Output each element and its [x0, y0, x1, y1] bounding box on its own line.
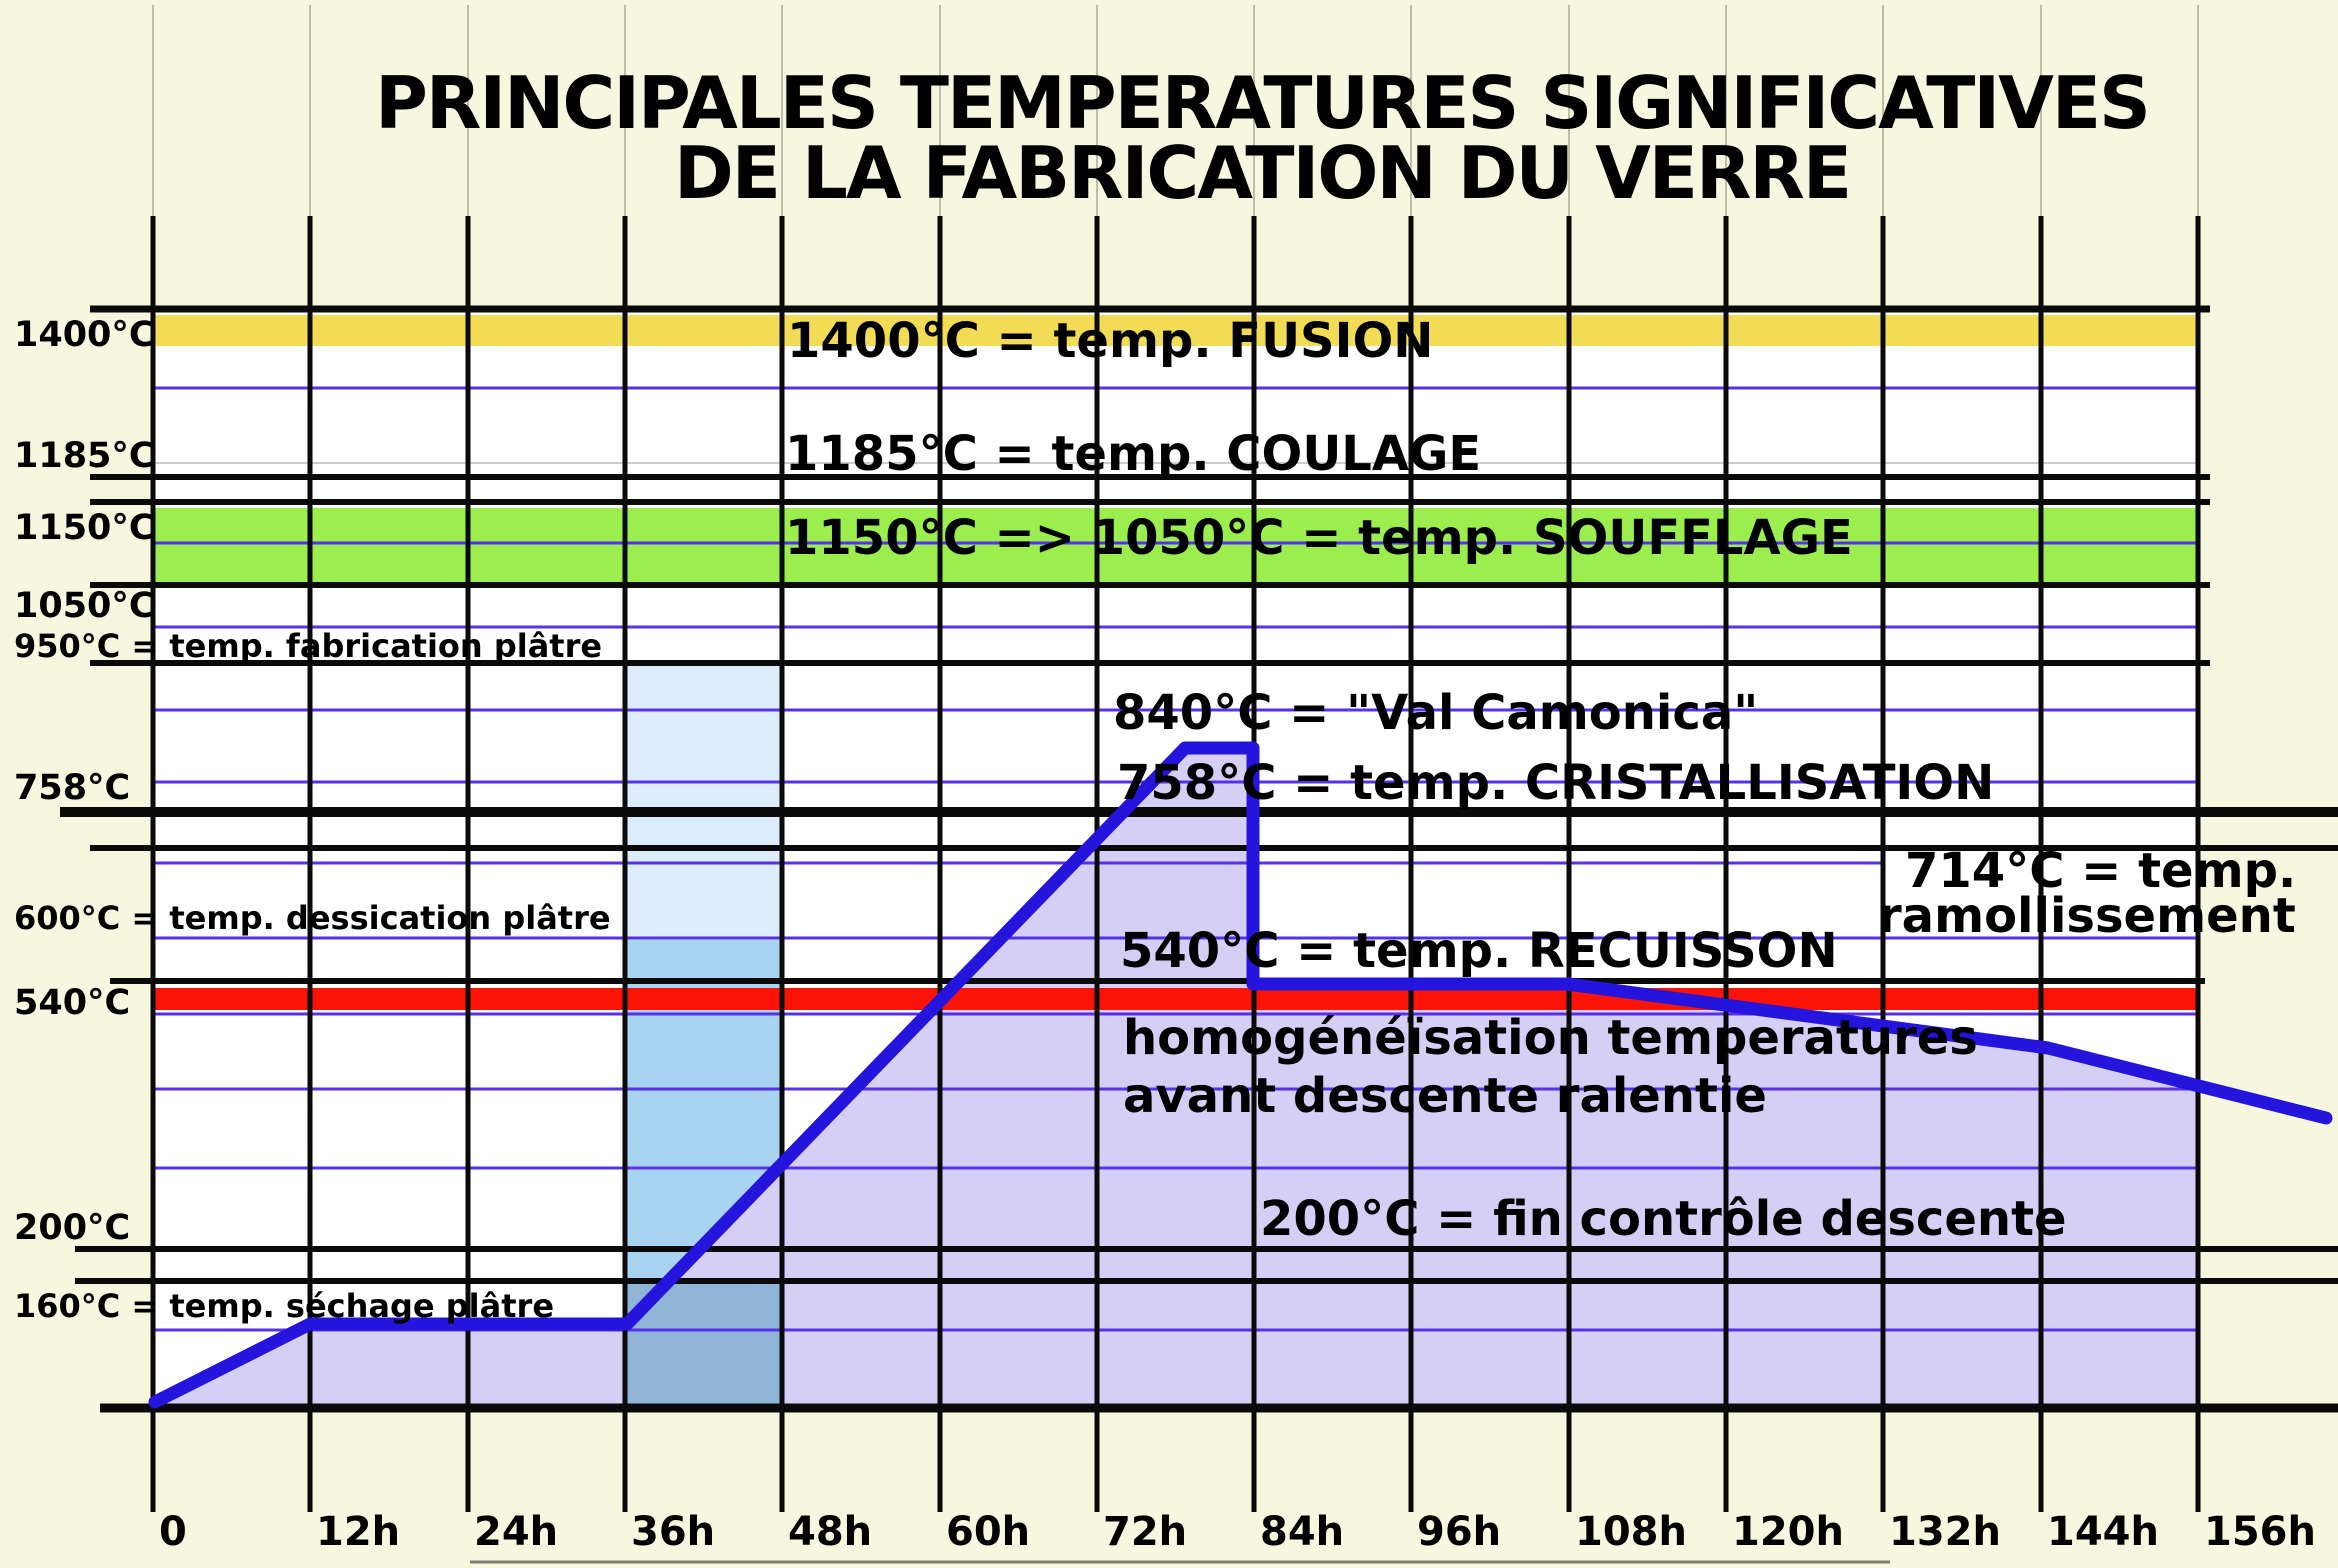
x-tick-108h: 108h — [1575, 1509, 1687, 1555]
annotation-fusion: 1400°C = temp. FUSION — [787, 313, 1433, 369]
x-tick-120h: 120h — [1732, 1509, 1844, 1555]
annotation-soufflage: 1150°C => 1050°C = temp. SOUFFLAGE — [785, 510, 1853, 566]
y-axis-label-1400: 1400°C — [14, 315, 155, 355]
curve-area-fill — [155, 750, 2198, 1408]
y-axis-label-1185: 1185°C — [14, 436, 155, 476]
annotation-ramollissement-line1: 714°C = temp. — [1905, 843, 2296, 899]
black-gridlines — [60, 305, 2338, 1564]
annotation-platre-sechage: 160°C = temp. séchage plâtre — [14, 1287, 554, 1325]
y-axis-label-540: 540°C — [14, 983, 130, 1023]
y-axis-label-1050: 1050°C — [14, 586, 155, 626]
annotation-homogeneisation-line2: avant descente ralentie — [1123, 1068, 1767, 1124]
x-tick-12h: 12h — [316, 1509, 400, 1555]
annotation-homogeneisation-line1: homogénéïsation temperatures — [1123, 1010, 1978, 1066]
annotation-recuisson: 540°C = temp. RECUISSON — [1120, 923, 1838, 979]
temperature-curve — [148, 741, 2333, 1409]
annotation-platre-dessication: 600°C = temp. dessication plâtre — [14, 899, 611, 937]
chart-title-line1: PRINCIPALES TEMPERATURES SIGNIFICATIVES — [375, 61, 2149, 145]
vertical-gridlines-faint — [152, 5, 2199, 216]
x-tick-0: 0 — [159, 1509, 187, 1555]
annotation-fin-controle: 200°C = fin contrôle descente — [1260, 1191, 2067, 1247]
x-tick-156h: 156h — [2204, 1509, 2316, 1555]
y-axis-label-1150: 1150°C — [14, 508, 155, 548]
vband-36-48h-upper — [625, 666, 782, 940]
x-tick-60h: 60h — [946, 1509, 1030, 1555]
x-tick-24h: 24h — [474, 1509, 558, 1555]
band-soufflage-1150-1050 — [153, 508, 2198, 584]
x-tick-132h: 132h — [1889, 1509, 2001, 1555]
annotation-cristallisation: 758°C = temp. CRISTALLISATION — [1117, 755, 1994, 811]
x-tick-144h: 144h — [2047, 1509, 2159, 1555]
x-tick-36h: 36h — [631, 1509, 715, 1555]
annotation-platre-fabrication: 950°C = temp. fabrication plâtre — [14, 627, 602, 665]
x-tick-96h: 96h — [1417, 1509, 1501, 1555]
chart-title-line2: DE LA FABRICATION DU VERRE — [674, 131, 1850, 215]
y-axis-label-200: 200°C — [14, 1208, 130, 1248]
annotation-ramollissement-line2: ramollissement — [1878, 888, 2296, 944]
x-tick-72h: 72h — [1103, 1509, 1187, 1555]
band-fusion-1400 — [153, 315, 2198, 346]
x-tick-48h: 48h — [788, 1509, 872, 1555]
y-axis-label-758: 758°C — [14, 768, 130, 808]
band-recuisson-540 — [153, 988, 2198, 1010]
annotation-coulage: 1185°C = temp. COULAGE — [785, 426, 1481, 482]
annotation-val-camonica: 840°C = "Val Camonica" — [1113, 685, 1758, 741]
x-tick-84h: 84h — [1260, 1509, 1344, 1555]
